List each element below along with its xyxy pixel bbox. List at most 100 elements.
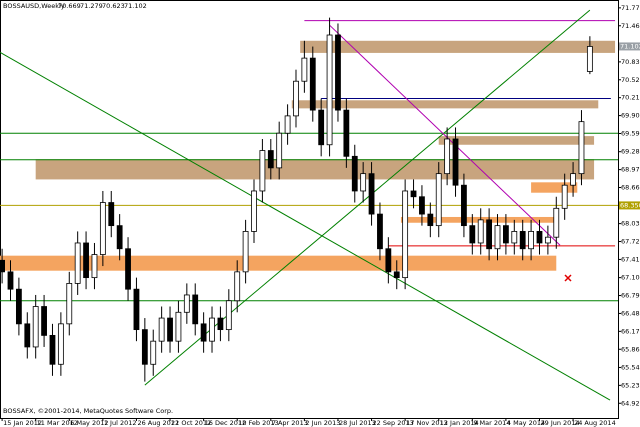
- candle-body: [141, 329, 148, 365]
- candle-body: [66, 283, 73, 325]
- candle-body: [503, 225, 509, 244]
- candle-body: [486, 219, 493, 250]
- y-tick-label: 71.770: [621, 4, 640, 12]
- x-tick-label: 26 Aug 2012: [137, 419, 179, 427]
- candle-body: [49, 334, 56, 365]
- price-label-box: [619, 42, 640, 51]
- price-label: 71.102: [620, 42, 640, 50]
- candle-body: [57, 323, 64, 365]
- candle-body: [41, 306, 47, 336]
- y-tick-label: 66.480: [621, 309, 640, 317]
- footer: BOSSAFX, ©2001-2014, MetaQuotes Software…: [3, 407, 173, 415]
- candle-body: [267, 150, 274, 169]
- plot-frame: [0, 0, 619, 419]
- candle-body: [419, 196, 425, 215]
- y-tick-label: 71.460: [621, 22, 640, 30]
- candle-body: [242, 231, 249, 273]
- candle-body: [91, 254, 98, 279]
- candle-body: [461, 184, 467, 227]
- y-tick-label: 68.970: [621, 166, 640, 174]
- candle-body: [385, 248, 392, 273]
- candle-body: [251, 190, 257, 232]
- candle-body: [410, 190, 417, 198]
- x-tick-label: 10 Feb 2013: [238, 419, 278, 427]
- symbol: BOSSAUSD,Weekly: [3, 2, 65, 10]
- y-tick-label: 68.035: [621, 220, 640, 228]
- candle-body: [301, 57, 308, 82]
- candle-body: [276, 132, 283, 169]
- candle-body: [393, 271, 400, 279]
- y-tick-label: 69.280: [621, 148, 640, 156]
- candle-body: [377, 213, 383, 250]
- x-tick-label: 29 Jun 2014: [540, 419, 579, 427]
- y-tick-label: 70.835: [621, 58, 640, 66]
- price-label: 68.350: [620, 201, 640, 209]
- candle-body: [452, 138, 459, 186]
- y-tick-label: 65.860: [621, 345, 640, 353]
- y-tick-label: 66.790: [621, 292, 640, 300]
- y-tick-label: 66.170: [621, 327, 640, 335]
- candle-body: [519, 231, 526, 250]
- candle-body: [293, 80, 299, 117]
- x-tick-label: 7 Apr 2013: [272, 419, 308, 427]
- candle-body: [83, 242, 89, 279]
- x-tick-label: 22 Sep 2013: [373, 419, 414, 427]
- zone: [291, 100, 599, 109]
- y-tick-label: 67.100: [621, 274, 640, 282]
- candle-body: [561, 184, 568, 209]
- trend-line: [0, 51, 611, 401]
- candle-body: [99, 202, 106, 255]
- x-tick-label: 4 May 2014: [507, 419, 545, 427]
- y-tick-label: 65.235: [621, 381, 640, 389]
- candle-body: [351, 155, 358, 192]
- candle-body: [528, 231, 534, 250]
- candle-body: [167, 317, 173, 342]
- candle-body: [32, 306, 39, 348]
- marker-x: [564, 274, 572, 282]
- candle-body: [192, 294, 199, 325]
- y-tick-label: 69.905: [621, 112, 640, 120]
- y-tick-label: 67.415: [621, 255, 640, 263]
- candle-body: [116, 225, 123, 250]
- candle-body: [553, 207, 560, 238]
- candle-body: [200, 323, 207, 342]
- x-tick-label: 17 Nov 2013: [406, 419, 448, 427]
- candle-body: [133, 288, 140, 331]
- x-tick-label: 9 Mar 2014: [473, 419, 510, 427]
- last-low: 70.623: [102, 2, 125, 10]
- candle-body: [125, 248, 131, 290]
- x-tick-label: 16 Dec 2012: [205, 419, 247, 427]
- candle-body: [259, 150, 266, 192]
- x-tick-label: 12 Jan 2014: [440, 419, 479, 427]
- last-high: 71.279: [80, 2, 103, 10]
- zone: [35, 159, 595, 180]
- candle-body: [0, 259, 5, 273]
- candle-body: [234, 271, 241, 302]
- zone: [438, 136, 595, 145]
- candle-body: [108, 202, 115, 227]
- last-open: 70.669: [58, 2, 81, 10]
- x-tick-label: 21 Oct 2012: [171, 419, 211, 427]
- candle-body: [24, 323, 31, 348]
- candle-body: [326, 34, 333, 146]
- candle-body: [360, 173, 367, 192]
- candle-body: [183, 294, 190, 313]
- candle-body: [435, 173, 442, 227]
- candle-body: [284, 115, 291, 134]
- candle-body: [578, 121, 585, 175]
- candle-body: [402, 190, 409, 279]
- candle-body: [444, 138, 451, 175]
- candle-body: [494, 225, 501, 250]
- candle-body: [511, 231, 518, 244]
- candle-body: [477, 219, 484, 244]
- y-tick-label: 70.525: [621, 76, 640, 84]
- y-tick-label: 70.215: [621, 94, 640, 102]
- x-tick-label: 2 Jun 2013: [305, 419, 340, 427]
- candle-body: [318, 109, 325, 146]
- candle-body: [7, 271, 14, 290]
- candle-body: [469, 225, 476, 244]
- x-tick-label: 24 Aug 2014: [574, 419, 616, 427]
- candle-body: [309, 57, 316, 111]
- candle-body: [15, 288, 22, 325]
